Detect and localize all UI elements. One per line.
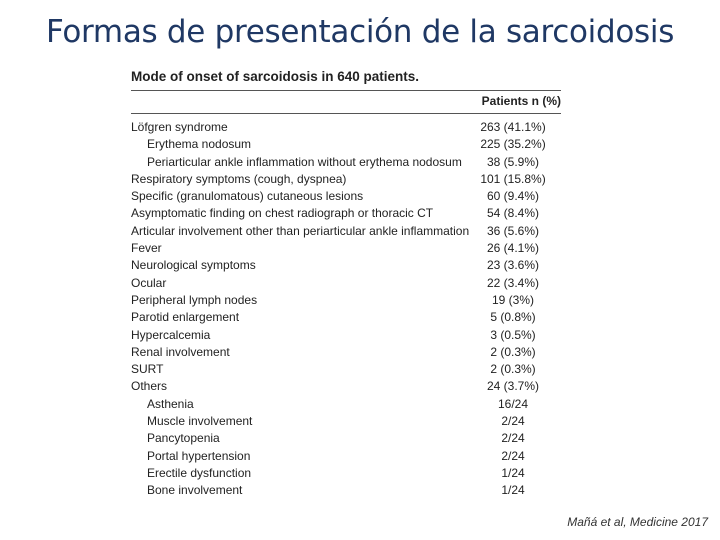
row-value: 101 (15.8%) (480, 171, 546, 186)
table-row: Neurological symptoms 23 (3.6%) (131, 257, 561, 274)
row-value: 19 (3%) (491, 292, 535, 307)
row-value: 225 (35.2%) (480, 137, 546, 152)
row-label: Bone involvement (147, 483, 243, 498)
row-value: 22 (3.4%) (486, 275, 540, 290)
table-row: Renal involvement 2 (0.3%) (131, 344, 561, 361)
table-row: Bone involvement 1/24 (131, 482, 561, 499)
row-value: 1/24 (501, 465, 525, 480)
row-value: 2 (0.3%) (490, 362, 536, 377)
table-row: SURT 2 (0.3%) (131, 361, 561, 378)
row-label: Neurological symptoms (131, 258, 256, 273)
slide-title: Formas de presentación de la sarcoidosis (45, 14, 675, 50)
row-value: 2/24 (501, 431, 525, 446)
table-row: Fever 26 (4.1%) (131, 240, 561, 257)
row-label: Erythema nodosum (147, 137, 252, 152)
row-label: Fever (131, 241, 162, 256)
table-row: Löfgren syndrome 263 (41.1%) (131, 119, 561, 136)
row-value: 38 (5.9%) (486, 154, 540, 169)
row-label: Peripheral lymph nodes (131, 292, 258, 307)
row-label: Respiratory symptoms (cough, dyspnea) (131, 171, 347, 186)
row-value: 1/24 (501, 483, 525, 498)
row-value: 36 (5.6%) (486, 223, 540, 238)
row-value: 24 (3.7%) (486, 379, 540, 394)
row-value: 16/24 (497, 396, 529, 411)
table-row: Erythema nodosum 225 (35.2%) (131, 136, 561, 153)
row-value: 26 (4.1%) (486, 241, 540, 256)
table-row: Peripheral lymph nodes 19 (3%) (131, 292, 561, 309)
row-value: 3 (0.5%) (490, 327, 536, 342)
table-row: Articular involvement other than periart… (131, 223, 561, 240)
table-row: Ocular 22 (3.4%) (131, 275, 561, 292)
row-label: Specific (granulomatous) cutaneous lesio… (131, 189, 364, 204)
row-label: Others (131, 379, 168, 394)
table-row: Respiratory symptoms (cough, dyspnea) 101… (131, 171, 561, 188)
table-row: Muscle involvement 2/24 (131, 413, 561, 430)
table-row: Periarticular ankle inflammation without… (131, 154, 561, 171)
row-label: Löfgren syndrome (131, 120, 228, 134)
row-value: 263 (41.1%) (480, 120, 546, 134)
row-value: 23 (3.6%) (486, 258, 540, 273)
row-label: Portal hypertension (147, 448, 251, 463)
table-row: Others 24 (3.7%) (131, 378, 561, 395)
row-value: 54 (8.4%) (486, 206, 540, 221)
citation: Mañá et al, Medicine 2017 (567, 515, 708, 529)
row-label: Ocular (131, 275, 167, 290)
row-label: SURT (131, 362, 164, 377)
table-row: Asthenia 16/24 (131, 396, 561, 413)
row-label: Hypercalcemia (131, 327, 211, 342)
table-row: Erectile dysfunction 1/24 (131, 465, 561, 482)
table-row: Pancytopenia 2/24 (131, 430, 561, 447)
row-label: Parotid enlargement (131, 310, 240, 325)
table-row: Hypercalcemia 3 (0.5%) (131, 327, 561, 344)
header-rule (131, 113, 561, 114)
table-row: Portal hypertension 2/24 (131, 448, 561, 465)
table-row: Asymptomatic finding on chest radiograph… (131, 205, 561, 222)
onset-table: Mode of onset of sarcoidosis in 640 pati… (131, 68, 561, 497)
row-value: 60 (9.4%) (486, 189, 540, 204)
row-label: Articular involvement other than periart… (131, 223, 470, 238)
row-value: 2/24 (501, 448, 525, 463)
row-label: Periarticular ankle inflammation without… (147, 154, 462, 169)
row-label: Erectile dysfunction (147, 465, 252, 480)
table-caption: Mode of onset of sarcoidosis in 640 pati… (131, 69, 420, 84)
row-label: Renal involvement (131, 344, 230, 359)
row-value: 5 (0.8%) (490, 310, 536, 325)
row-value: 2/24 (501, 414, 525, 429)
row-value: 2 (0.3%) (490, 344, 536, 359)
table-row: Parotid enlargement 5 (0.8%) (131, 309, 561, 326)
row-label: Asthenia (147, 396, 194, 411)
row-label: Pancytopenia (147, 431, 220, 446)
table-top-rule (131, 90, 561, 91)
column-header-patients: Patients n (%) (481, 94, 561, 108)
row-label: Muscle involvement (147, 414, 253, 429)
table-row: Specific (granulomatous) cutaneous lesio… (131, 188, 561, 205)
table-rows: Löfgren syndrome 263 (41.1%) Erythema nodo… (131, 119, 561, 500)
row-label: Asymptomatic finding on chest radiograph… (131, 206, 434, 221)
